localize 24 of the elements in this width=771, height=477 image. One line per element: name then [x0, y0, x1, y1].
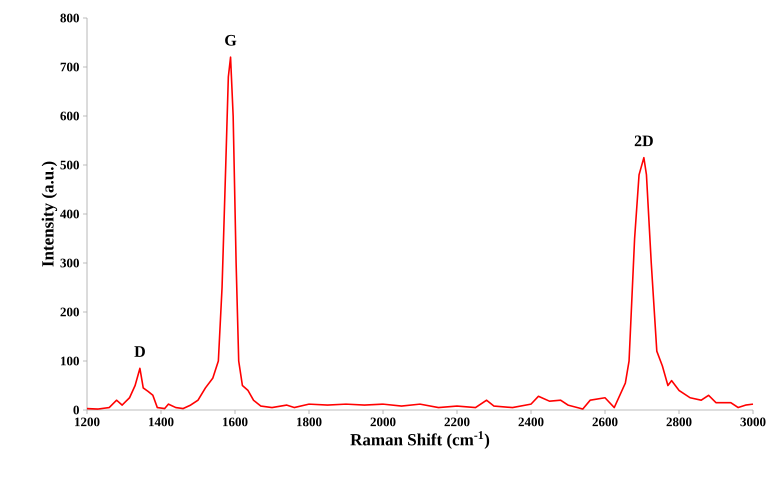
annotation: 2D — [634, 136, 653, 146]
annotation: D — [134, 346, 145, 357]
x-tick-label: 1600 — [223, 418, 248, 426]
x-tick-label: 1400 — [149, 418, 174, 426]
y-tick-label: 500 — [60, 160, 79, 170]
x-tick-label: 2200 — [444, 418, 470, 426]
x-tick-label: 2800 — [666, 418, 692, 426]
x-tick-label: 2600 — [592, 418, 618, 426]
x-tick-label: 3000 — [740, 418, 766, 426]
annotation: G — [225, 34, 236, 46]
y-tick-label: 0 — [73, 406, 79, 414]
y-tick-label: 800 — [60, 14, 79, 22]
x-tick-label: 2000 — [370, 418, 396, 426]
x-axis-title: Raman Shift (cm$^{-1}$) — [350, 431, 490, 449]
y-tick-label: 700 — [60, 62, 79, 72]
y-axis-title: Intensity (a.u.) — [42, 162, 58, 267]
y-tick-label: 400 — [60, 210, 79, 218]
y-tick-label: 200 — [60, 308, 79, 316]
y-tick-label: 100 — [61, 356, 79, 366]
x-tick-label: 2400 — [518, 418, 544, 426]
y-tick-label: 300 — [60, 258, 79, 268]
y-tick-label: 600 — [60, 112, 79, 120]
x-tick-label: 1800 — [297, 418, 322, 426]
x-tick-label: 1200 — [75, 418, 100, 426]
